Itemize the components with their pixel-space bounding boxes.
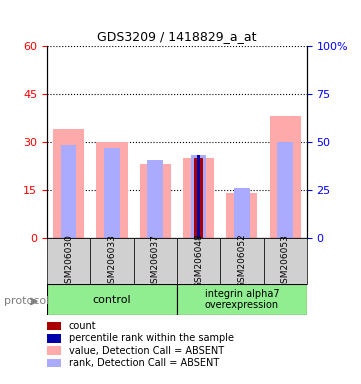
Bar	[191, 155, 206, 238]
FancyBboxPatch shape	[220, 238, 264, 284]
Bar	[140, 164, 171, 238]
Text: protocol: protocol	[4, 296, 49, 306]
Text: GSM206030: GSM206030	[64, 234, 73, 288]
Text: GSM206053: GSM206053	[281, 234, 290, 288]
Bar	[277, 142, 293, 238]
FancyBboxPatch shape	[90, 238, 134, 284]
Bar	[104, 149, 120, 238]
Bar	[183, 158, 214, 238]
Text: GSM206052: GSM206052	[238, 234, 246, 288]
Bar	[234, 189, 250, 238]
Text: control: control	[93, 295, 131, 305]
Bar	[147, 160, 163, 238]
Text: integrin alpha7
overexpression: integrin alpha7 overexpression	[205, 289, 279, 310]
Bar	[197, 155, 200, 238]
Bar	[270, 116, 301, 238]
Bar	[96, 142, 127, 238]
FancyBboxPatch shape	[177, 238, 220, 284]
FancyBboxPatch shape	[134, 238, 177, 284]
Text: value, Detection Call = ABSENT: value, Detection Call = ABSENT	[69, 346, 224, 356]
Bar	[53, 129, 84, 238]
Bar	[194, 158, 203, 238]
Bar	[61, 145, 77, 238]
FancyBboxPatch shape	[47, 238, 90, 284]
Text: count: count	[69, 321, 96, 331]
Text: GSM206048: GSM206048	[194, 234, 203, 288]
Bar	[226, 193, 257, 238]
FancyBboxPatch shape	[47, 284, 177, 315]
Title: GDS3209 / 1418829_a_at: GDS3209 / 1418829_a_at	[97, 30, 257, 43]
Text: percentile rank within the sample: percentile rank within the sample	[69, 333, 234, 343]
Text: GSM206033: GSM206033	[108, 234, 116, 288]
FancyBboxPatch shape	[177, 284, 307, 315]
FancyBboxPatch shape	[264, 238, 307, 284]
Text: GSM206037: GSM206037	[151, 234, 160, 288]
Text: rank, Detection Call = ABSENT: rank, Detection Call = ABSENT	[69, 358, 219, 368]
